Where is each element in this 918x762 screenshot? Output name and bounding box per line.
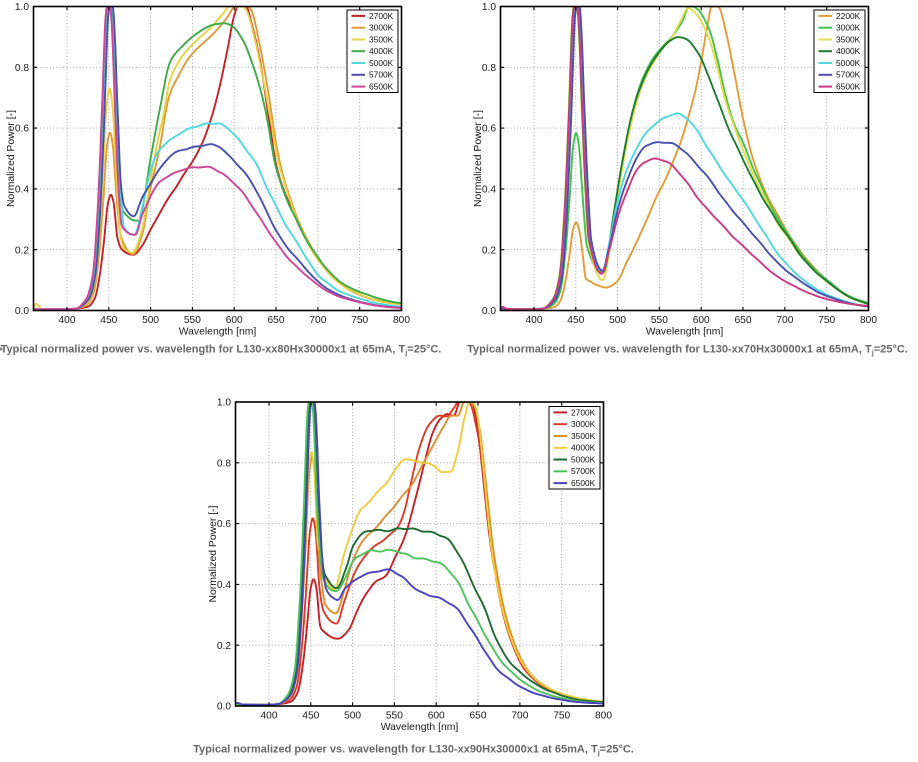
svg-text:1.0: 1.0 (217, 398, 231, 409)
svg-text:550: 550 (651, 315, 668, 326)
svg-text:450: 450 (302, 711, 319, 722)
svg-text:Wavelength [nm]: Wavelength [nm] (381, 722, 459, 733)
svg-text:6500K: 6500K (836, 82, 861, 92)
svg-text:Typical normalized power vs. w: Typical normalized power vs. wavelength … (193, 744, 634, 758)
svg-text:3500K: 3500K (836, 34, 861, 44)
svg-text:0.2: 0.2 (15, 245, 29, 256)
svg-text:4000K: 4000K (369, 46, 394, 56)
svg-text:500: 500 (142, 315, 159, 326)
svg-text:0.8: 0.8 (482, 63, 496, 74)
svg-text:450: 450 (567, 315, 584, 326)
svg-text:500: 500 (344, 711, 361, 722)
svg-text:400: 400 (261, 711, 278, 722)
svg-text:3000K: 3000K (571, 419, 596, 429)
svg-text:550: 550 (184, 315, 201, 326)
svg-text:2700K: 2700K (369, 11, 394, 21)
svg-text:0.2: 0.2 (482, 245, 496, 256)
svg-text:500: 500 (609, 315, 626, 326)
svg-text:5700K: 5700K (836, 70, 861, 80)
svg-text:450: 450 (100, 315, 117, 326)
svg-text:550: 550 (386, 711, 403, 722)
svg-text:0.4: 0.4 (15, 185, 29, 196)
svg-text:400: 400 (526, 315, 543, 326)
svg-text:400: 400 (59, 315, 76, 326)
svg-text:800: 800 (860, 315, 877, 326)
svg-text:700: 700 (309, 315, 326, 326)
svg-text:5000K: 5000K (369, 58, 394, 68)
svg-text:Typical normalized power vs. w: Typical normalized power vs. wavelength … (1, 344, 442, 358)
svg-text:750: 750 (818, 315, 835, 326)
svg-text:5700K: 5700K (571, 466, 596, 476)
svg-text:Wavelength [nm]: Wavelength [nm] (646, 327, 724, 338)
svg-text:0.4: 0.4 (482, 185, 496, 196)
svg-text:0.0: 0.0 (217, 702, 231, 713)
svg-text:3500K: 3500K (571, 431, 596, 441)
svg-text:5700K: 5700K (369, 70, 394, 80)
svg-text:0.2: 0.2 (217, 641, 231, 652)
svg-text:Normalized Power [-]: Normalized Power [-] (208, 505, 219, 602)
svg-text:1.0: 1.0 (15, 2, 29, 13)
svg-text:4000K: 4000K (836, 46, 861, 56)
svg-text:0.0: 0.0 (15, 306, 29, 317)
svg-text:0.4: 0.4 (217, 580, 231, 591)
svg-text:6500K: 6500K (369, 82, 394, 92)
svg-text:800: 800 (393, 315, 410, 326)
svg-text:700: 700 (511, 711, 528, 722)
svg-text:650: 650 (470, 711, 487, 722)
svg-text:Wavelength [nm]: Wavelength [nm] (179, 327, 257, 338)
svg-text:750: 750 (351, 315, 368, 326)
svg-text:650: 650 (268, 315, 285, 326)
svg-text:6500K: 6500K (571, 478, 596, 488)
svg-text:Normalized Power [-]: Normalized Power [-] (473, 110, 484, 207)
svg-text:750: 750 (553, 711, 570, 722)
svg-text:0.8: 0.8 (217, 458, 231, 469)
svg-text:2200K: 2200K (836, 11, 861, 21)
svg-text:600: 600 (428, 711, 445, 722)
svg-text:3000K: 3000K (369, 23, 394, 33)
svg-text:3000K: 3000K (836, 23, 861, 33)
svg-text:650: 650 (735, 315, 752, 326)
svg-text:600: 600 (226, 315, 243, 326)
svg-text:1.0: 1.0 (482, 2, 496, 13)
svg-text:600: 600 (693, 315, 710, 326)
svg-text:Normalized Power [-]: Normalized Power [-] (6, 110, 17, 207)
svg-text:Typical normalized power vs. w: Typical normalized power vs. wavelength … (467, 344, 908, 358)
svg-text:0.8: 0.8 (15, 63, 29, 74)
svg-text:4000K: 4000K (571, 443, 596, 453)
svg-text:800: 800 (595, 711, 612, 722)
svg-text:3500K: 3500K (369, 34, 394, 44)
svg-text:5000K: 5000K (571, 454, 596, 464)
svg-text:0.6: 0.6 (482, 124, 496, 135)
svg-text:0.6: 0.6 (15, 124, 29, 135)
svg-text:5000K: 5000K (836, 58, 861, 68)
svg-text:700: 700 (776, 315, 793, 326)
svg-text:0.6: 0.6 (217, 519, 231, 530)
svg-text:0.0: 0.0 (482, 306, 496, 317)
svg-text:2700K: 2700K (571, 407, 596, 417)
